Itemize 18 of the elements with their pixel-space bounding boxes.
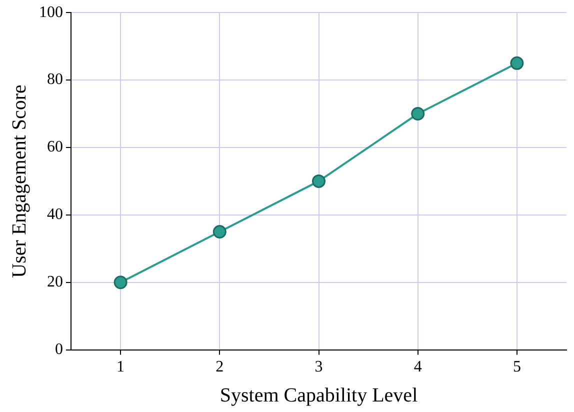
x-tick-label: 5 [512, 358, 521, 376]
y-tick-label: 100 [39, 4, 63, 21]
x-tick-label: 3 [314, 358, 323, 376]
y-tick-label: 0 [55, 341, 63, 358]
y-tick-label: 20 [47, 274, 63, 291]
x-tick-label: 4 [414, 358, 422, 376]
point [312, 174, 326, 188]
x-tick-label: 1 [116, 358, 125, 376]
x-axis-title: System Capability Level [220, 384, 418, 406]
y-axis-title: User Engagement Score [8, 84, 30, 278]
y-tick-label: 80 [47, 71, 63, 88]
point [510, 56, 524, 70]
y-tick-label: 40 [47, 206, 63, 224]
x-tick-label: 2 [216, 358, 224, 376]
point [212, 225, 226, 239]
point [411, 107, 425, 121]
y-tick-label: 60 [47, 138, 63, 156]
point [114, 276, 128, 290]
